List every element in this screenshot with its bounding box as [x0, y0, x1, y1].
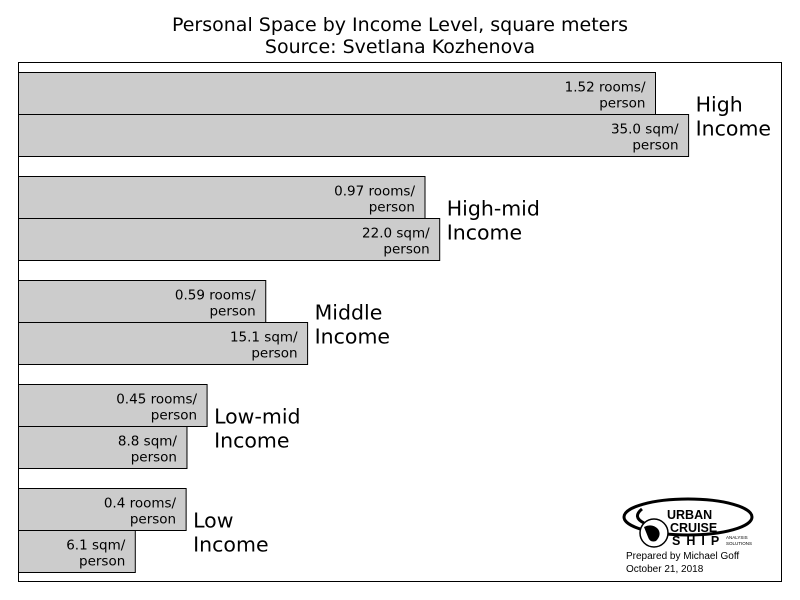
category-label-suffix: Income	[315, 325, 390, 349]
bar-value-label-unit: person	[151, 408, 197, 424]
logo-word-urban: URBAN	[667, 508, 712, 522]
bar-sqm-5	[18, 530, 136, 573]
bar-value-label-unit: person	[79, 554, 125, 570]
category-label: High-mid	[447, 197, 540, 221]
bar-sqm-2	[18, 218, 441, 261]
credit-date: October 21, 2018	[626, 564, 704, 575]
logo-word-ship: SHIP	[672, 534, 725, 548]
chart-title-line-1: Personal Space by Income Level, square m…	[171, 14, 629, 36]
bar-value-label-unit: person	[130, 512, 176, 528]
bar-value-label-unit: person	[632, 138, 678, 154]
bar-value-label: 0.97 rooms/	[334, 184, 415, 200]
bar-value-label: 0.45 rooms/	[116, 392, 197, 408]
bar-rooms-4	[18, 384, 208, 427]
category-label: Middle	[315, 301, 383, 325]
category-label: Low-mid	[214, 405, 300, 429]
bar-value-label: 35.0 sqm/	[611, 122, 679, 138]
logo-word-cruise: CRUISE	[670, 521, 717, 535]
bar-rooms-2	[18, 176, 426, 219]
category-label: High	[696, 93, 743, 117]
bar-rooms-3	[18, 280, 267, 323]
bar-sqm-1	[18, 114, 690, 157]
category-label-suffix: Income	[214, 429, 289, 453]
category-label-suffix: Income	[696, 117, 771, 141]
logo-tag-solutions: SOLUTIONS	[726, 541, 752, 546]
chart-subtitle: Source: Svetlana Kozhenova	[264, 36, 536, 58]
bar-value-label-unit: person	[369, 200, 415, 216]
chart-title: Personal Space by Income Level, square m…	[0, 14, 800, 58]
bar-value-label-unit: person	[251, 346, 297, 362]
bar-value-label-unit: person	[599, 96, 645, 112]
bar-value-label-unit: person	[131, 450, 177, 466]
bar-sqm-4	[18, 426, 188, 469]
bar-value-label: 22.0 sqm/	[362, 226, 430, 242]
bar-value-label-unit: person	[209, 304, 255, 320]
bar-rooms-1	[18, 72, 657, 115]
category-label-suffix: Income	[193, 533, 268, 557]
category-label: Low	[193, 509, 233, 533]
urban-cruise-ship-logo: URBAN CRUISE SHIP ANALYSIS SOLUTIONS	[622, 497, 754, 548]
category-label-suffix: Income	[447, 221, 522, 245]
bar-rooms-5	[18, 488, 187, 531]
bar-value-label: 0.4 rooms/	[104, 496, 177, 512]
bar-sqm-3	[18, 322, 309, 365]
logo-credit: Prepared by Michael Goff October 21, 201…	[626, 550, 739, 576]
bar-value-label: 0.59 rooms/	[175, 288, 256, 304]
bar-value-label-unit: person	[383, 242, 429, 258]
bar-value-label: 1.52 rooms/	[565, 80, 646, 96]
logo-tag-analysis: ANALYSIS	[726, 535, 748, 540]
bar-value-label: 8.8 sqm/	[118, 434, 178, 450]
bar-value-label: 15.1 sqm/	[230, 330, 298, 346]
credit-author: Prepared by Michael Goff	[626, 551, 740, 562]
bar-value-label: 6.1 sqm/	[66, 538, 126, 554]
